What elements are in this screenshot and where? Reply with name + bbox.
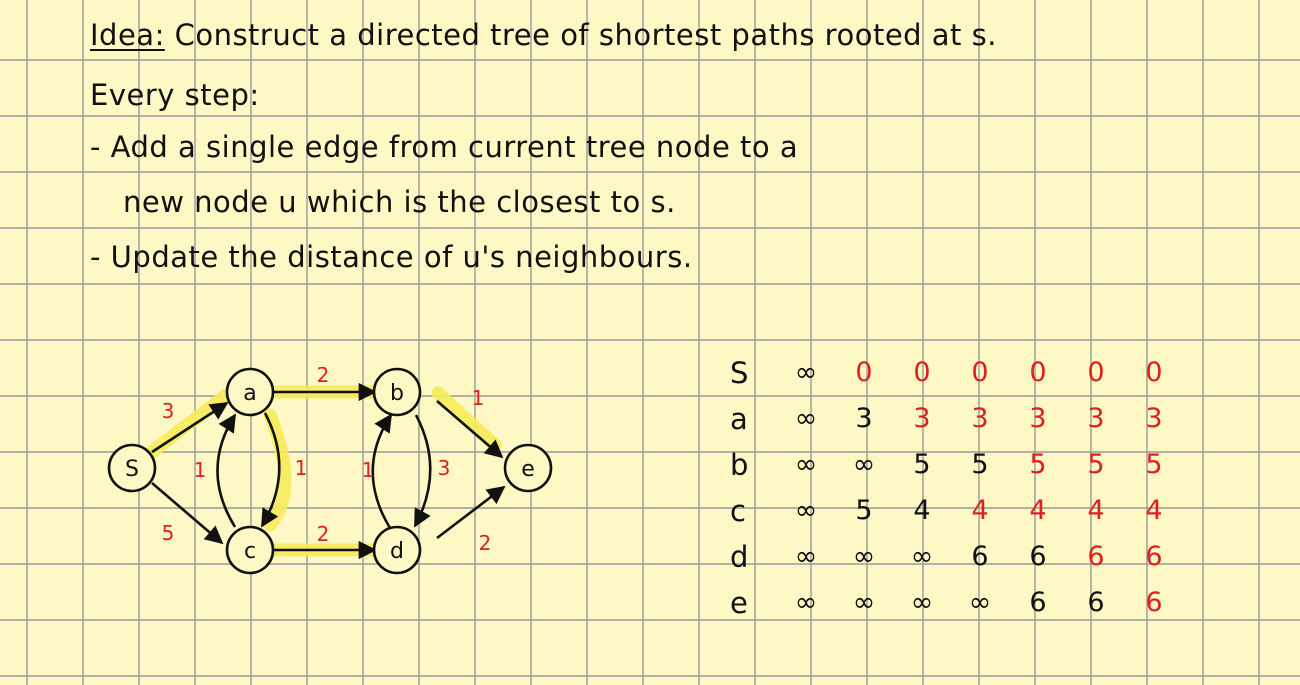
- weight-d-b: 1: [362, 458, 375, 482]
- node-a: [225, 367, 275, 417]
- edge-s-c: [151, 482, 224, 545]
- weight-a-b: 2: [317, 363, 330, 387]
- node-label-s: S: [125, 457, 139, 482]
- distance-cell: 0: [971, 357, 989, 388]
- bullet-update-distance: - Update the distance of u's neighbours.: [90, 240, 693, 274]
- node-e: [503, 443, 553, 493]
- weight-b-d: 3: [438, 456, 451, 480]
- weight-d-e: 2: [479, 531, 492, 555]
- distance-cell: ∞: [968, 587, 992, 618]
- row-node-label: c: [730, 494, 746, 528]
- distance-cell: ∞: [794, 541, 818, 572]
- distance-cell: 4: [971, 495, 989, 526]
- distance-cell: ∞: [852, 449, 876, 480]
- distance-cell: 6: [1087, 587, 1105, 618]
- distance-cell: ∞: [794, 587, 818, 618]
- node-label-a: a: [243, 381, 256, 406]
- distance-cell: 5: [1087, 449, 1105, 480]
- node-s: [107, 443, 157, 493]
- idea-line: Idea: Construct a directed tree of short…: [90, 18, 997, 52]
- edge-b-d: [413, 414, 432, 528]
- distance-cell: 5: [971, 449, 989, 480]
- row-node-label: e: [730, 586, 748, 620]
- distance-cell: 6: [1145, 587, 1163, 618]
- node-label-d: d: [390, 539, 404, 564]
- edge-c-a: [216, 413, 237, 528]
- distance-cell: 0: [855, 357, 873, 388]
- distance-cell: 5: [1145, 449, 1163, 480]
- node-label-e: e: [521, 457, 535, 482]
- distance-cell: 5: [855, 495, 873, 526]
- distance-cell: 4: [913, 495, 931, 526]
- weight-s-c: 5: [162, 521, 175, 545]
- distance-cell: 0: [1145, 357, 1163, 388]
- distance-cell: 4: [1145, 495, 1163, 526]
- distance-cell: 3: [855, 403, 873, 434]
- row-node-label: d: [730, 540, 749, 574]
- distance-cell: 6: [1029, 541, 1047, 572]
- distance-cell: ∞: [852, 541, 876, 572]
- node-b: [372, 367, 422, 417]
- distance-cell: 3: [1029, 403, 1047, 434]
- nodes: [107, 367, 553, 575]
- distance-cell: 4: [1029, 495, 1047, 526]
- distance-cell: ∞: [794, 357, 818, 388]
- distance-cell: ∞: [910, 541, 934, 572]
- distance-cell: ∞: [852, 587, 876, 618]
- idea-label: Idea:: [90, 18, 165, 52]
- weight-s-a: 3: [162, 399, 175, 423]
- distance-cell: 3: [913, 403, 931, 434]
- every-step-label: Every step:: [90, 78, 260, 112]
- distance-cell: ∞: [794, 403, 818, 434]
- highlight-b-e: [431, 386, 502, 452]
- graph-diagram: S a b c d e 3 5 2 1 1 2 1 3 1 2: [107, 363, 553, 575]
- edge-b-e: [436, 400, 504, 459]
- bullet-add-edge-line2: new node u which is the closest to s.: [123, 185, 676, 219]
- weight-c-a: 1: [194, 458, 207, 482]
- distance-cell: 3: [1145, 403, 1163, 434]
- distance-cell: 4: [1087, 495, 1105, 526]
- distance-cell: 0: [1029, 357, 1047, 388]
- distance-cell: 3: [971, 403, 989, 434]
- weight-a-c: 1: [295, 456, 308, 480]
- node-label-c: c: [244, 539, 256, 564]
- row-node-label: a: [730, 402, 748, 436]
- bullet-add-edge-line1: - Add a single edge from current tree no…: [90, 130, 799, 164]
- node-d: [372, 525, 422, 575]
- row-node-label: S: [730, 356, 749, 390]
- node-c: [225, 525, 275, 575]
- distance-cell: ∞: [910, 587, 934, 618]
- weight-c-d: 2: [317, 522, 330, 546]
- weight-b-e: 1: [472, 386, 485, 410]
- distance-cell: 5: [913, 449, 931, 480]
- distance-cell: 0: [1087, 357, 1105, 388]
- distance-cell: 5: [1029, 449, 1047, 480]
- node-label-b: b: [390, 381, 404, 406]
- distance-cell: ∞: [794, 449, 818, 480]
- distance-cell: 6: [971, 541, 989, 572]
- distance-cell: 6: [1029, 587, 1047, 618]
- edge-s-a: [151, 401, 229, 454]
- distance-cell: 6: [1087, 541, 1105, 572]
- edge-a-c: [260, 412, 281, 528]
- edge-d-e: [436, 485, 506, 540]
- distance-cell: 6: [1145, 541, 1163, 572]
- row-node-label: b: [730, 448, 749, 482]
- edge-d-b: [371, 413, 393, 529]
- distance-cell: ∞: [794, 495, 818, 526]
- idea-text: Construct a directed tree of shortest pa…: [164, 18, 997, 52]
- distance-cell: 3: [1087, 403, 1105, 434]
- distance-cell: 0: [913, 357, 931, 388]
